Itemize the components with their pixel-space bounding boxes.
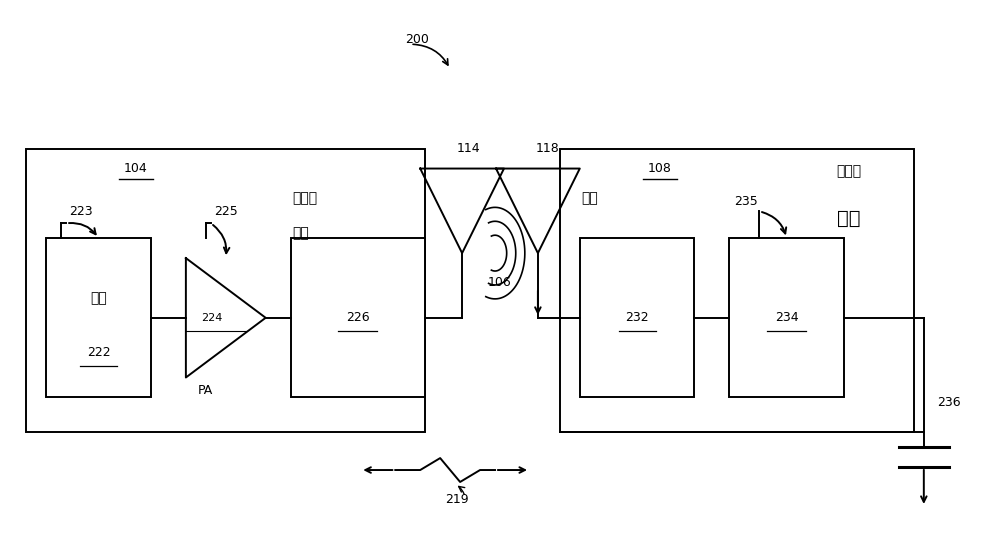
- Bar: [291, 238, 425, 398]
- Text: 236: 236: [937, 396, 960, 409]
- Text: 匹配: 匹配: [293, 226, 309, 240]
- Text: 106: 106: [488, 276, 512, 289]
- Bar: [729, 238, 844, 398]
- Bar: [580, 238, 694, 398]
- Text: 234: 234: [775, 311, 799, 324]
- Text: PA: PA: [198, 384, 213, 397]
- Text: 224: 224: [201, 313, 222, 323]
- Text: 开关: 开关: [837, 209, 861, 228]
- Bar: [26, 149, 425, 432]
- Text: 219: 219: [445, 493, 469, 507]
- Text: 222: 222: [87, 346, 110, 359]
- Text: 118: 118: [536, 142, 560, 155]
- Text: 振荡: 振荡: [90, 291, 107, 305]
- Text: 200: 200: [405, 33, 429, 46]
- Text: 108: 108: [648, 162, 671, 175]
- Text: 整流器: 整流器: [836, 165, 862, 179]
- Text: 226: 226: [346, 311, 370, 324]
- Text: 235: 235: [734, 195, 758, 208]
- Text: 114: 114: [457, 142, 481, 155]
- Bar: [46, 238, 151, 398]
- Text: 匹配: 匹配: [582, 191, 599, 205]
- Text: 232: 232: [625, 311, 649, 324]
- Text: 滤波，: 滤波，: [293, 191, 318, 205]
- Text: 104: 104: [124, 162, 148, 175]
- Text: 223: 223: [69, 205, 93, 218]
- Text: 225: 225: [214, 205, 238, 218]
- Bar: [560, 149, 914, 432]
